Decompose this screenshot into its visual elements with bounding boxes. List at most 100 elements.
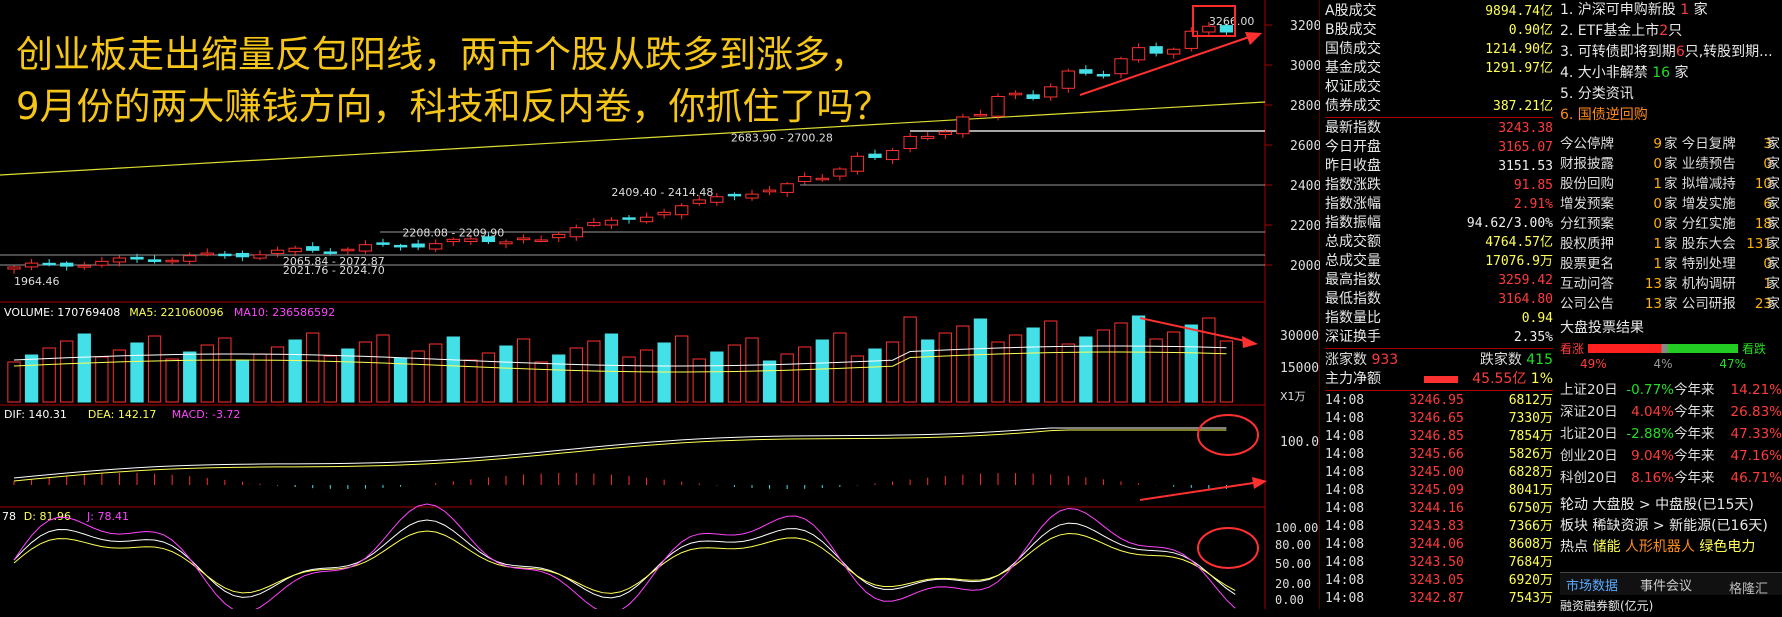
news-item[interactable]: 4. 大小非解禁 16 家 bbox=[1560, 63, 1782, 84]
stat-value: 2.91% bbox=[1513, 197, 1553, 212]
price-annotation: 2683.90 - 2700.28 bbox=[731, 131, 833, 144]
notice-row[interactable]: 股票更名 1 家 特别处理 0 家 bbox=[1560, 254, 1782, 274]
news-item[interactable]: 6. 国债逆回购 bbox=[1560, 105, 1782, 126]
news-suffix: 只 bbox=[1668, 23, 1683, 39]
volume-bar bbox=[1044, 320, 1058, 403]
perf-name: 创业20日 bbox=[1560, 448, 1618, 464]
candle bbox=[657, 211, 671, 216]
main-flow-bar bbox=[1424, 375, 1459, 383]
headline-line-1: 创业板走出缩量反包阳线，两市个股从跌多到涨多， bbox=[16, 33, 867, 76]
perf-row: 深证20日 4.04% 今年来 26.83% bbox=[1560, 401, 1782, 423]
stat-value: 0.94 bbox=[1521, 311, 1553, 326]
rotation-from: 大盘股 > bbox=[1592, 497, 1656, 513]
up-count-group: 涨家数 933 bbox=[1325, 350, 1398, 370]
notice-row[interactable]: 互动问答 13 家 机构调研 1 家 bbox=[1560, 274, 1782, 294]
tick-time: 14:08 bbox=[1325, 465, 1365, 480]
candle bbox=[675, 205, 689, 216]
stat-value: 17076.9万 bbox=[1485, 254, 1553, 269]
updown-row: 涨家数 933 跌家数 415 bbox=[1325, 350, 1553, 370]
stat-row: 指数量比 0.94 bbox=[1325, 309, 1553, 328]
stat-label: 指数量比 bbox=[1325, 310, 1381, 326]
volume-bar bbox=[991, 341, 1005, 403]
notice-label: 股权质押 bbox=[1560, 236, 1614, 252]
perf-ytd: 46.71% bbox=[1730, 470, 1782, 486]
price-annotation: 2208.08 - 2209.90 bbox=[402, 226, 504, 239]
kline-chart[interactable]: 3200 3000 2800 2600 2400 2200 2000 3266.00 2683.… bbox=[0, 0, 1320, 609]
down-count-group: 跌家数 415 bbox=[1480, 350, 1553, 370]
tick-volume: 6920万 bbox=[1508, 573, 1553, 588]
notice-label: 家 增发实施 bbox=[1664, 196, 1736, 212]
tick-row: 14:08 3242.87 7543万 bbox=[1325, 590, 1553, 608]
volume-bar bbox=[481, 352, 496, 403]
volume-bar bbox=[1079, 336, 1093, 403]
notice-row[interactable]: 增发预案 0 家 增发实施 6 家 bbox=[1560, 194, 1782, 214]
candle bbox=[393, 244, 408, 248]
tick-time: 14:08 bbox=[1325, 483, 1365, 498]
volume-bar bbox=[675, 335, 689, 403]
stat-value: 91.85 bbox=[1513, 178, 1553, 193]
volume-bar bbox=[780, 353, 794, 403]
tab-market-data[interactable]: 市场数据 bbox=[1566, 579, 1619, 594]
volume-bar bbox=[306, 332, 320, 403]
candle bbox=[253, 254, 267, 259]
candle bbox=[358, 244, 373, 252]
candle bbox=[95, 260, 109, 266]
volume-bar bbox=[1008, 334, 1023, 403]
volume-bar bbox=[341, 348, 355, 403]
stat-label: 基金成交 bbox=[1325, 60, 1381, 76]
candle bbox=[1096, 74, 1111, 77]
price-axis-label: 2200 bbox=[1290, 219, 1320, 234]
news-item[interactable]: 2. ETF基金上市2只 bbox=[1560, 21, 1782, 42]
perf-20d: -2.88% bbox=[1626, 426, 1674, 442]
notice-row[interactable]: 财报披露 0 家 业绩预告 0 家 bbox=[1560, 154, 1782, 174]
tick-row: 14:08 3245.66 5826万 bbox=[1325, 446, 1553, 464]
candle bbox=[1079, 69, 1093, 74]
news-item[interactable]: 1. 沪深可申购新股 1 家 bbox=[1560, 0, 1782, 21]
stat-value: 3259.42 bbox=[1498, 273, 1553, 288]
news-text: 3. 可转债即将到期 bbox=[1560, 44, 1676, 60]
news-item[interactable]: 3. 可转债即将到期6只,转股到期... bbox=[1560, 42, 1782, 63]
news-item[interactable]: 5. 分类资讯 bbox=[1560, 84, 1782, 105]
notice-label: 家 业绩预告 bbox=[1664, 156, 1736, 172]
tick-volume: 7366万 bbox=[1508, 519, 1553, 534]
hot-item[interactable]: 人形机器人 bbox=[1624, 539, 1700, 555]
candle bbox=[235, 252, 250, 258]
tick-time: 14:08 bbox=[1325, 555, 1365, 570]
candle bbox=[112, 257, 127, 263]
rotation-key: 轮动 bbox=[1560, 497, 1593, 513]
notice-label: 家 股东大会 bbox=[1664, 236, 1736, 252]
vote-pct-neutral: 4% bbox=[1653, 357, 1673, 371]
tick-time: 14:08 bbox=[1325, 501, 1365, 516]
notice-row[interactable]: 今公停牌 9 家 今日复牌 3 家 bbox=[1560, 134, 1782, 154]
tick-row: 14:08 3244.06 8608万 bbox=[1325, 536, 1553, 554]
notice-count: 131 bbox=[1746, 236, 1772, 252]
perf-ytd-label: 今年来 bbox=[1674, 382, 1715, 398]
stat-value: 1291.97亿 bbox=[1485, 61, 1553, 76]
candle bbox=[288, 247, 302, 253]
candle bbox=[798, 176, 812, 182]
notice-label: 家 拟增减持 bbox=[1664, 176, 1736, 192]
volume-bar bbox=[1131, 315, 1146, 403]
stat-row: 指数涨跌 91.85 bbox=[1325, 176, 1553, 195]
notice-row[interactable]: 股权质押 1 家 股东大会 131 家 bbox=[1560, 234, 1782, 254]
perf-20d: 8.16% bbox=[1631, 470, 1674, 486]
candle bbox=[24, 262, 39, 268]
notice-count: 0 bbox=[1653, 196, 1662, 212]
volume-bar bbox=[24, 354, 39, 403]
chart-area[interactable]: 3200 3000 2800 2600 2400 2200 2000 3266.00 2683.… bbox=[0, 0, 1320, 609]
highlight-box bbox=[1192, 5, 1236, 37]
candle bbox=[464, 238, 478, 242]
volume-bar bbox=[868, 348, 882, 403]
notice-row[interactable]: 股份回购 1 家 拟增减持 10 家 bbox=[1560, 174, 1782, 194]
vote-bar-fill bbox=[1588, 343, 1739, 353]
volume-bar bbox=[639, 349, 654, 403]
vote-pct-bear: 47% bbox=[1719, 357, 1746, 371]
hot-item[interactable]: 储能 bbox=[1592, 539, 1625, 555]
hot-item[interactable]: 绿色电力 bbox=[1699, 539, 1756, 555]
notice-row[interactable]: 公司公告 13 家 公司研报 23 家 bbox=[1560, 294, 1782, 314]
volume-bar bbox=[885, 341, 900, 403]
candle bbox=[1044, 86, 1058, 98]
tab-event-meeting[interactable]: 事件会议 bbox=[1640, 579, 1693, 594]
candle bbox=[815, 177, 829, 181]
notice-row[interactable]: 分红预案 0 家 分红实施 18 家 bbox=[1560, 214, 1782, 234]
